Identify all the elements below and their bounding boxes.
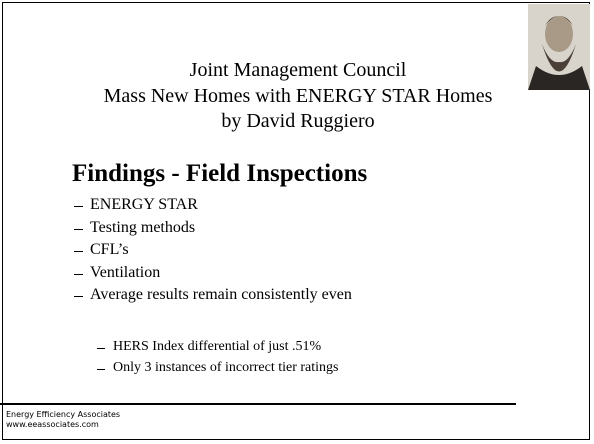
bullet: Testing methods xyxy=(90,218,195,238)
footer-text: www.eeassociates.com xyxy=(6,420,99,430)
bullet-dash xyxy=(74,206,83,207)
heading: Findings - Field Inspections xyxy=(72,160,367,188)
title-line: Mass New Homes with ENERGY STAR Homes xyxy=(40,84,556,108)
footer-rule xyxy=(0,403,516,405)
title-line: Joint Management Council xyxy=(40,58,556,82)
bullet-dash xyxy=(74,296,83,297)
slide: Findings - Field Inspections Joint Manag… xyxy=(0,0,594,444)
bullet: Ventilation xyxy=(90,263,160,283)
sub-bullet: Only 3 instances of incorrect tier ratin… xyxy=(113,359,338,377)
footer-text: Energy Efficiency Associates xyxy=(6,410,120,420)
bullet: Average results remain consistently even xyxy=(90,285,352,305)
bullet: CFL’s xyxy=(90,240,129,260)
title-line: by David Ruggiero xyxy=(40,109,556,133)
bullet-dash xyxy=(74,274,83,275)
bullet-dash xyxy=(74,229,83,230)
bullet: ENERGY STAR xyxy=(90,195,198,215)
sub-bullet-dash xyxy=(97,348,105,349)
sub-bullet: HERS Index differential of just .51% xyxy=(113,338,321,356)
sub-bullet-dash xyxy=(97,369,105,370)
bullet-dash xyxy=(74,251,83,252)
